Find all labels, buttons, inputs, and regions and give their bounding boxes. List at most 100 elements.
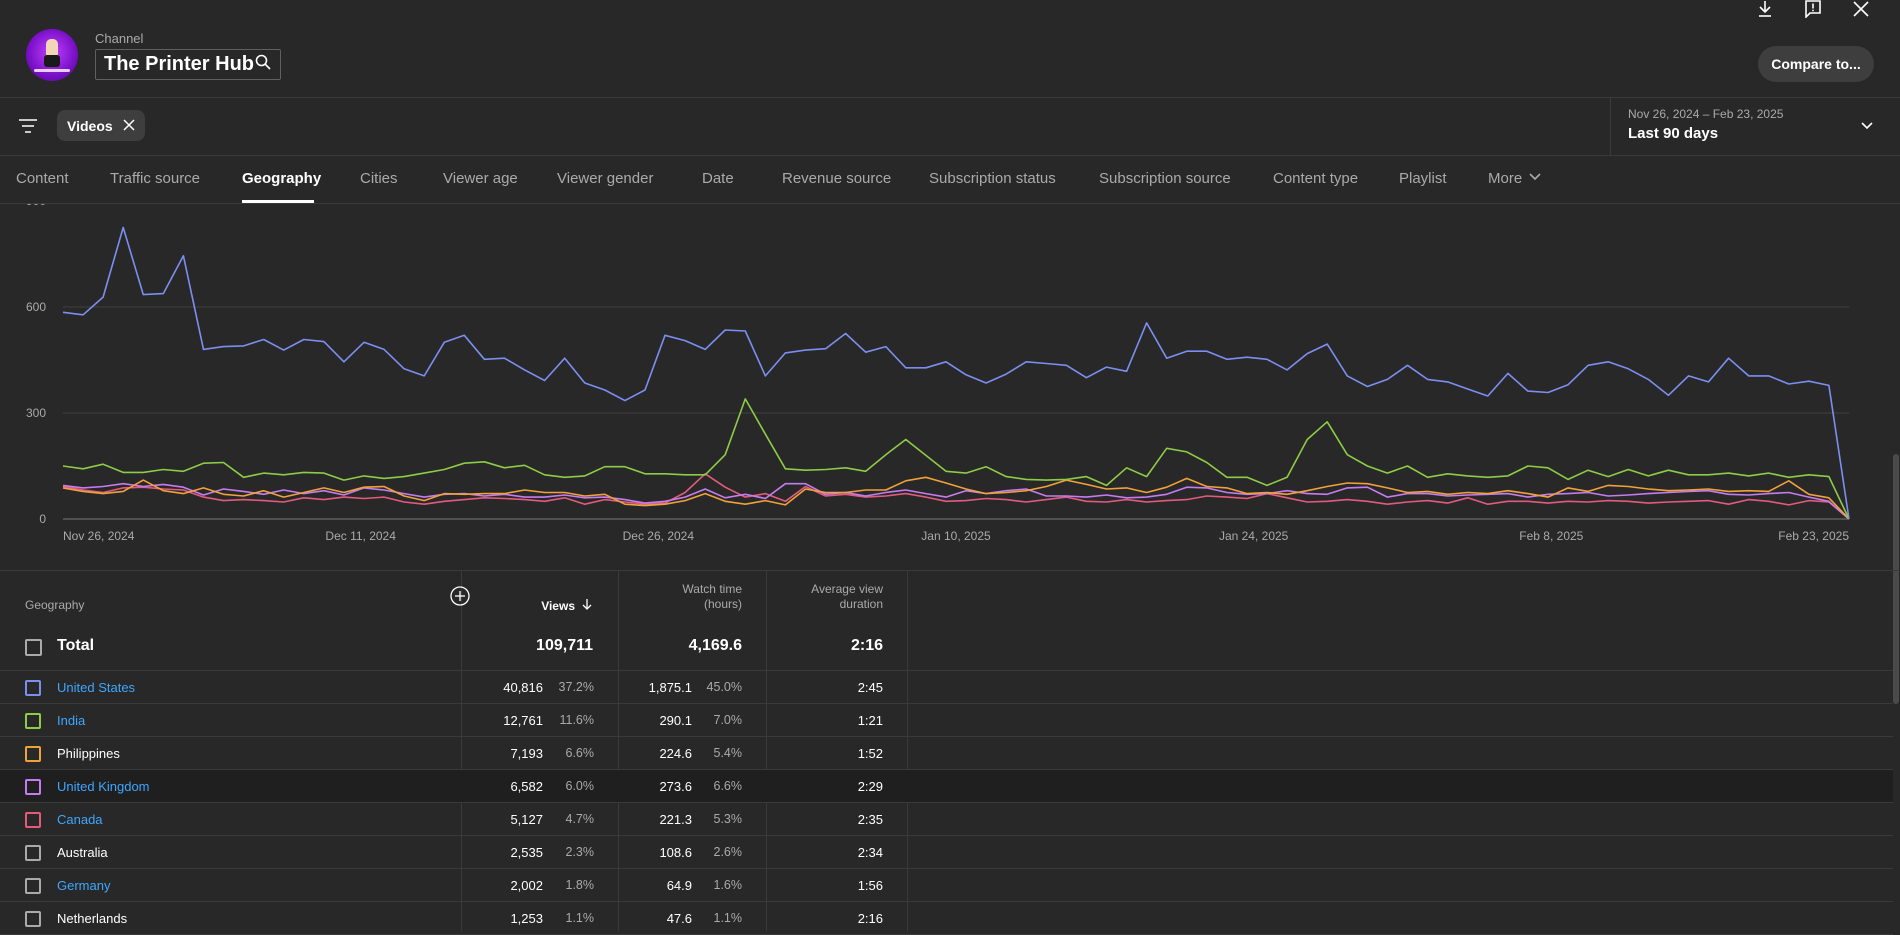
row-checkbox[interactable] <box>25 746 41 762</box>
watch-time-percent: 5.3% <box>713 812 743 826</box>
y-tick-label: 600 <box>26 300 46 314</box>
views-value: 6,582 <box>510 779 543 794</box>
y-tick-label: 0 <box>39 512 46 526</box>
channel-selector[interactable]: The Printer Hub <box>95 49 281 80</box>
total-label: Total <box>57 637 95 654</box>
date-range-dates: Nov 26, 2024 – Feb 23, 2025 <box>1628 107 1784 121</box>
x-tick-label: Dec 26, 2024 <box>623 529 695 543</box>
row-checkbox[interactable] <box>25 845 41 861</box>
row-checkbox[interactable] <box>25 911 41 927</box>
watch-time-percent: 5.4% <box>713 746 743 760</box>
table-row[interactable]: Philippines 7,193 6.6% 224.6 5.4% 1:52 <box>0 737 1893 770</box>
active-tab-indicator <box>242 200 314 203</box>
avg-duration-value: 2:45 <box>857 680 883 695</box>
chevron-down-icon[interactable] <box>1859 118 1875 139</box>
views-value: 7,193 <box>510 746 543 761</box>
tab-traffic-source[interactable]: Traffic source <box>110 170 201 187</box>
videos-filter-chip[interactable]: Videos <box>57 110 145 141</box>
x-tick-label: Nov 26, 2024 <box>63 529 135 543</box>
tab-viewer-gender[interactable]: Viewer gender <box>557 170 654 187</box>
tab-more-label: More <box>1488 170 1523 187</box>
row-checkbox[interactable] <box>25 878 41 894</box>
watch-time-value: 290.1 <box>659 713 692 728</box>
tab-content[interactable]: Content <box>16 170 69 187</box>
geography-table: Geography Views Watch time (hours) Avera… <box>0 570 1900 935</box>
table-row[interactable]: Germany 2,002 1.8% 64.9 1.6% 1:56 <box>0 869 1893 902</box>
series-line[interactable] <box>62 398 1850 520</box>
channel-name: The Printer Hub <box>104 53 255 75</box>
date-range-label: Last 90 days <box>1628 125 1719 142</box>
x-tick-label: Jan 10, 2025 <box>921 529 991 543</box>
tab-viewer-age[interactable]: Viewer age <box>443 170 518 187</box>
tab-subscription-source[interactable]: Subscription source <box>1099 170 1231 187</box>
scrollbar[interactable] <box>1893 454 1899 704</box>
views-value: 12,761 <box>503 713 543 728</box>
series-line[interactable] <box>62 482 1850 520</box>
views-percent: 1.1% <box>565 911 595 925</box>
watch-time-percent: 45.0% <box>706 680 742 694</box>
table-row[interactable]: India 12,761 11.6% 290.1 7.0% 1:21 <box>0 704 1893 737</box>
table-row[interactable]: Canada 5,127 4.7% 221.3 5.3% 2:35 <box>0 803 1893 836</box>
watch-time-percent: 6.6% <box>713 779 743 793</box>
tab-playlist[interactable]: Playlist <box>1399 170 1447 187</box>
watch-time-column-header[interactable]: Watch time (hours) <box>630 582 742 612</box>
country-name[interactable]: United Kingdom <box>57 779 150 794</box>
watch-time-percent: 2.6% <box>713 845 743 859</box>
series-line[interactable] <box>62 472 1850 520</box>
views-value: 1,253 <box>510 911 543 926</box>
tab-more[interactable]: More <box>1488 170 1542 187</box>
views-value: 40,816 <box>503 680 543 695</box>
table-row[interactable]: Australia 2,535 2.3% 108.6 2.6% 2:34 <box>0 836 1893 869</box>
row-checkbox[interactable] <box>25 779 41 795</box>
row-checkbox[interactable] <box>25 680 41 696</box>
search-icon[interactable] <box>254 53 272 76</box>
filter-icon[interactable] <box>18 117 38 140</box>
table-row[interactable]: United Kingdom 6,582 6.0% 273.6 6.6% 2:29 <box>0 770 1893 803</box>
feedback-icon[interactable] <box>1804 0 1822 19</box>
watch-time-percent: 1.1% <box>713 911 743 925</box>
row-checkbox[interactable] <box>25 812 41 828</box>
tab-cities[interactable]: Cities <box>360 170 398 187</box>
country-name[interactable]: Canada <box>57 812 103 827</box>
compare-to-button[interactable]: Compare to... <box>1758 46 1874 82</box>
tab-date[interactable]: Date <box>702 170 734 187</box>
channel-avatar[interactable] <box>26 29 78 81</box>
avg-duration-value: 2:34 <box>857 845 883 860</box>
tab-content-type[interactable]: Content type <box>1273 170 1359 187</box>
tab-revenue-source[interactable]: Revenue source <box>782 170 892 187</box>
sort-arrow-down-icon <box>581 598 593 614</box>
channel-header: Channel The Printer Hub Compare to... <box>0 0 1900 98</box>
close-icon[interactable] <box>123 118 135 134</box>
avg-view-duration-label-2: duration <box>839 597 883 611</box>
avatar-figure-body <box>44 55 60 67</box>
add-column-icon[interactable] <box>450 586 470 611</box>
views-column-header[interactable]: Views <box>480 598 593 614</box>
views-percent: 4.7% <box>565 812 595 826</box>
country-name[interactable]: Germany <box>57 878 111 893</box>
views-value: 2,535 <box>510 845 543 860</box>
country-name[interactable]: India <box>57 713 86 728</box>
row-checkbox[interactable] <box>25 713 41 729</box>
total-checkbox[interactable] <box>25 639 42 656</box>
country-name[interactable]: United States <box>57 680 136 695</box>
close-icon[interactable] <box>1852 0 1870 18</box>
download-icon[interactable] <box>1756 0 1774 18</box>
y-tick-label: 300 <box>26 406 46 420</box>
avg-duration-value: 2:29 <box>857 779 883 794</box>
series-line[interactable] <box>62 226 1850 520</box>
views-percent: 11.6% <box>559 713 594 727</box>
watch-time-percent: 1.6% <box>713 878 743 892</box>
table-row[interactable]: United States 40,816 37.2% 1,875.1 45.0% 2:45 <box>0 671 1893 704</box>
tab-subscription-status[interactable]: Subscription status <box>929 170 1056 187</box>
watch-time-percent: 7.0% <box>713 713 743 727</box>
tab-geography[interactable]: Geography <box>242 170 322 187</box>
x-tick-label: Dec 11, 2024 <box>325 529 396 543</box>
country-name: Netherlands <box>57 911 128 926</box>
avg-view-duration-column-header[interactable]: Average view duration <box>780 582 883 612</box>
table-row[interactable]: Netherlands 1,253 1.1% 47.6 1.1% 2:16 <box>0 902 1893 935</box>
views-percent: 1.8% <box>565 878 595 892</box>
date-range-selector[interactable]: Nov 26, 2024 – Feb 23, 2025 Last 90 days <box>1610 98 1900 156</box>
views-percent: 6.0% <box>565 779 595 793</box>
series-line[interactable] <box>62 476 1850 520</box>
watch-time-value: 64.9 <box>666 878 692 893</box>
